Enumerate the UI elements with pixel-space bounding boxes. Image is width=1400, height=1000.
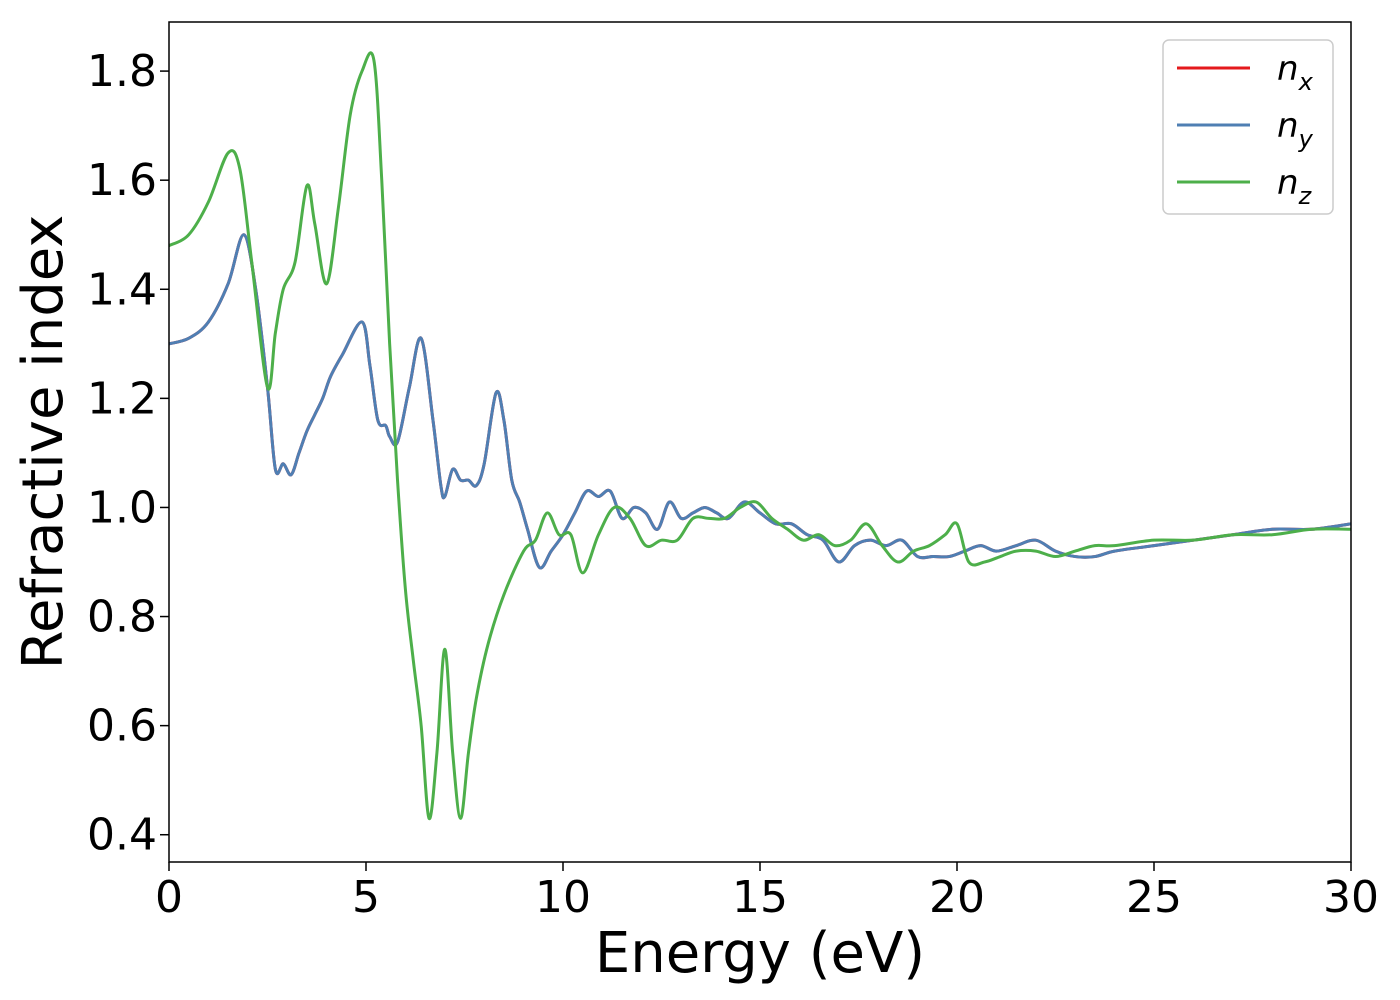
x-tick-label: 15 bbox=[732, 872, 788, 923]
y-tick-label: 1.6 bbox=[87, 155, 157, 206]
y-tick-label: 1.8 bbox=[87, 46, 157, 97]
legend: nx ny nz bbox=[1162, 39, 1334, 215]
legend-label-x: nx bbox=[1277, 49, 1314, 96]
x-axis-ticks: 0 5 10 15 20 25 30 bbox=[155, 862, 1379, 923]
series-line-z bbox=[169, 51, 1351, 820]
x-tick-label: 30 bbox=[1323, 872, 1379, 923]
series-layer bbox=[169, 51, 1351, 820]
y-tick-label: 1.0 bbox=[87, 482, 157, 533]
x-tick-label: 0 bbox=[155, 872, 183, 923]
y-tick-label: 0.6 bbox=[87, 701, 157, 752]
legend-label-y: ny bbox=[1277, 106, 1314, 153]
y-tick-label: 0.8 bbox=[87, 592, 157, 643]
y-tick-label: 1.4 bbox=[87, 264, 157, 315]
legend-box bbox=[1162, 39, 1334, 215]
series-line-x bbox=[169, 233, 1351, 570]
legend-label-z: nz bbox=[1277, 163, 1313, 210]
x-tick-label: 25 bbox=[1126, 872, 1182, 923]
y-tick-label: 0.4 bbox=[87, 810, 157, 861]
y-axis-title: Refractive index bbox=[11, 215, 76, 670]
x-tick-label: 10 bbox=[535, 872, 591, 923]
y-axis-ticks: 0.4 0.6 0.8 1.0 1.2 1.4 1.6 1.8 bbox=[87, 46, 169, 861]
x-tick-label: 20 bbox=[929, 872, 985, 923]
y-tick-label: 1.2 bbox=[87, 373, 157, 424]
x-tick-label: 5 bbox=[352, 872, 380, 923]
x-axis-title: Energy (eV) bbox=[595, 921, 925, 986]
series-line-y bbox=[169, 233, 1351, 570]
